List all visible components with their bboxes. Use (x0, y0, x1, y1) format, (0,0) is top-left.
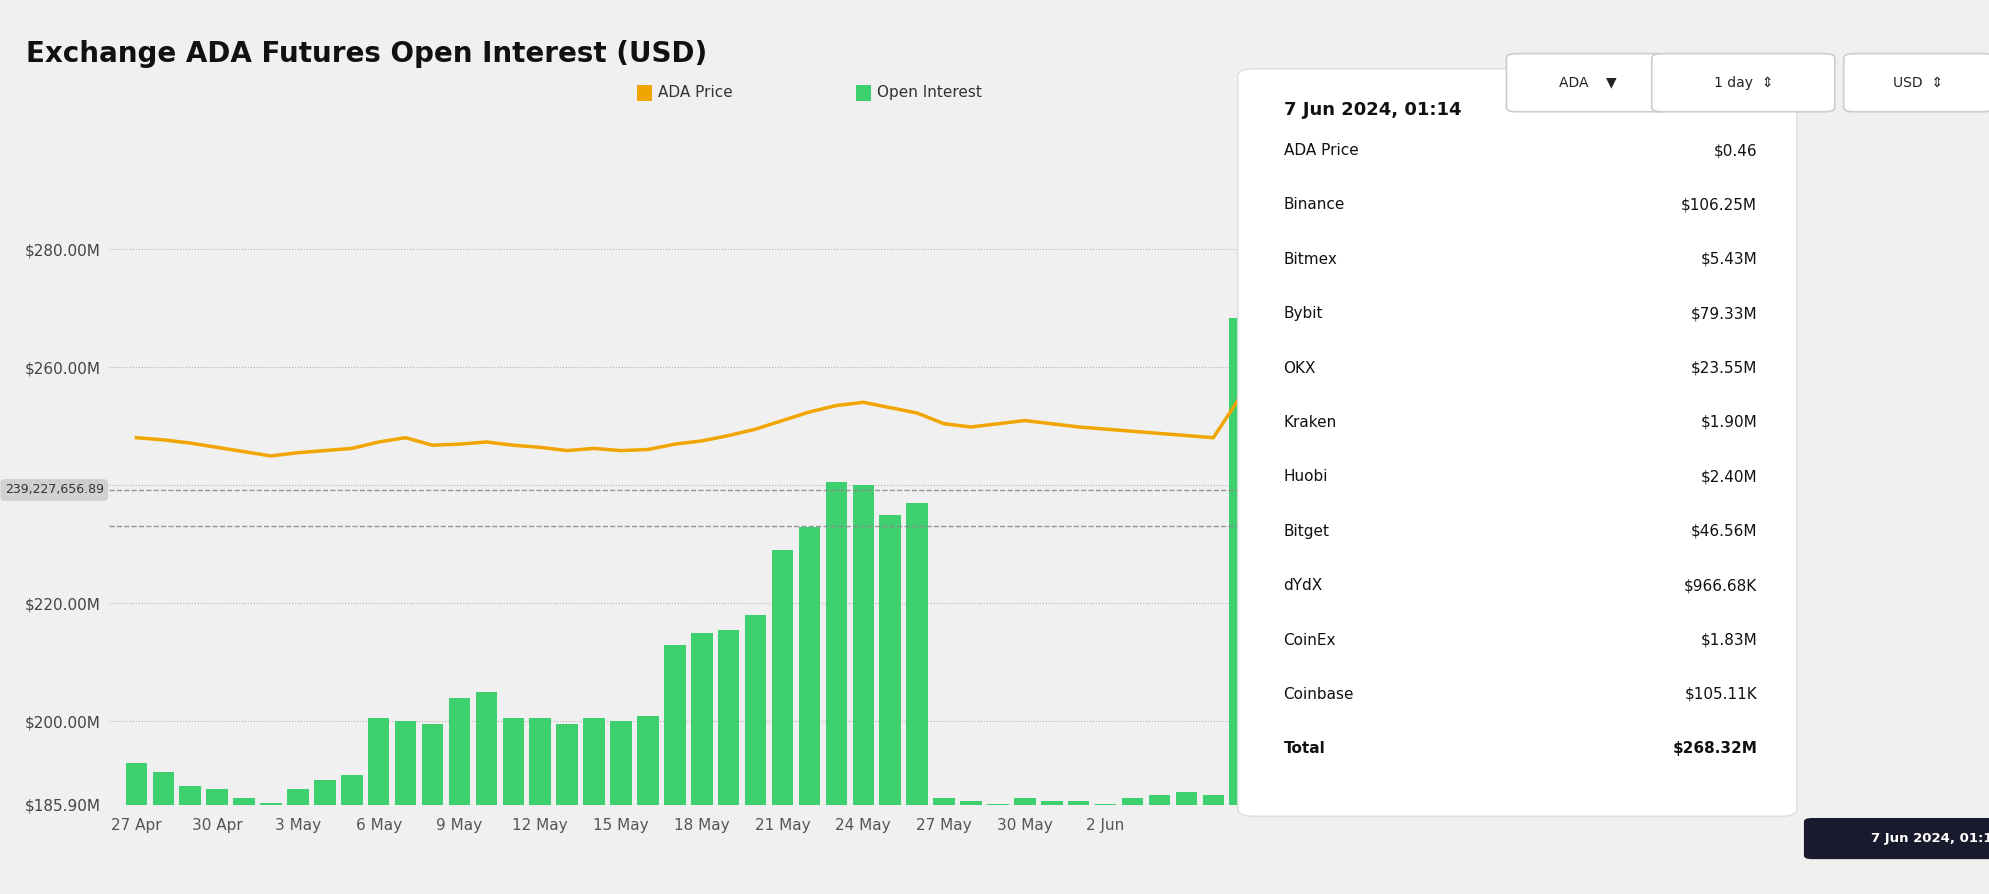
Text: CoinEx: CoinEx (1283, 633, 1335, 647)
Text: Bitmex: Bitmex (1283, 252, 1337, 266)
Bar (1229, 318, 1251, 894)
Text: Open Interest: Open Interest (877, 86, 983, 100)
Text: $966.68K: $966.68K (1683, 578, 1756, 593)
Bar (636, 715, 658, 894)
Bar (422, 724, 444, 894)
Text: $2.40M: $2.40M (1701, 469, 1756, 485)
Bar (314, 780, 336, 894)
Bar (529, 719, 551, 894)
Bar (744, 615, 766, 894)
Bar (153, 772, 173, 894)
Bar (987, 804, 1008, 894)
Text: ADA Price: ADA Price (1283, 143, 1358, 158)
Bar (207, 789, 229, 894)
Bar (286, 789, 308, 894)
Bar (233, 798, 255, 894)
Bar (772, 551, 794, 894)
Text: USD  ⇕: USD ⇕ (1892, 76, 1943, 89)
Bar (1040, 801, 1062, 894)
Text: $0.46: $0.46 (1713, 143, 1756, 158)
Bar (1201, 795, 1223, 894)
Text: ADA    ▼: ADA ▼ (1559, 76, 1615, 89)
Text: OKX: OKX (1283, 360, 1315, 375)
Text: 0.34: 0.34 (1259, 519, 1287, 532)
Bar (1148, 795, 1170, 894)
Bar (557, 724, 577, 894)
Bar (718, 630, 740, 894)
Bar (1014, 798, 1034, 894)
Bar (125, 763, 147, 894)
Bar (664, 645, 686, 894)
Bar (851, 485, 873, 894)
Bar (394, 721, 416, 894)
Bar (961, 801, 981, 894)
Text: dYdX: dYdX (1283, 578, 1323, 593)
Text: $106.25M: $106.25M (1681, 198, 1756, 213)
Text: Coinbase: Coinbase (1283, 687, 1353, 702)
Text: Exchange ADA Futures Open Interest (USD): Exchange ADA Futures Open Interest (USD) (26, 40, 706, 68)
Bar (448, 698, 469, 894)
Text: Binance: Binance (1283, 198, 1345, 213)
Bar (933, 798, 955, 894)
Bar (1122, 798, 1144, 894)
Bar (583, 719, 605, 894)
Text: 239,227,656.89: 239,227,656.89 (4, 484, 103, 496)
Text: $79.33M: $79.33M (1691, 306, 1756, 321)
Text: Bitget: Bitget (1283, 524, 1329, 539)
Text: $1.83M: $1.83M (1699, 633, 1756, 647)
Bar (340, 774, 362, 894)
Bar (690, 633, 712, 894)
Bar (798, 527, 819, 894)
Bar (179, 787, 201, 894)
Bar (905, 503, 927, 894)
Text: $105.11K: $105.11K (1683, 687, 1756, 702)
Bar (1068, 801, 1088, 894)
Text: 7 Jun 2024, 01:14: 7 Jun 2024, 01:14 (1870, 832, 1989, 845)
Bar (503, 719, 523, 894)
Text: $1.90M: $1.90M (1699, 415, 1756, 430)
Text: 7 Jun 2024, 01:14: 7 Jun 2024, 01:14 (1283, 101, 1460, 119)
Bar (611, 721, 631, 894)
Text: $268.32M: $268.32M (1671, 741, 1756, 756)
Bar (825, 483, 847, 894)
Text: Huobi: Huobi (1283, 469, 1327, 485)
Bar (1175, 792, 1197, 894)
Text: Bybit: Bybit (1283, 306, 1323, 321)
Bar (1094, 804, 1116, 894)
Bar (879, 515, 901, 894)
Text: Total: Total (1283, 741, 1325, 756)
Bar (368, 719, 390, 894)
Text: $5.43M: $5.43M (1699, 252, 1756, 266)
Bar (475, 692, 497, 894)
Bar (261, 803, 282, 894)
Text: ADA Price: ADA Price (658, 86, 732, 100)
Text: 1 day  ⇕: 1 day ⇕ (1713, 76, 1772, 89)
Text: $46.56M: $46.56M (1691, 524, 1756, 539)
Text: $23.55M: $23.55M (1691, 360, 1756, 375)
Text: Kraken: Kraken (1283, 415, 1337, 430)
